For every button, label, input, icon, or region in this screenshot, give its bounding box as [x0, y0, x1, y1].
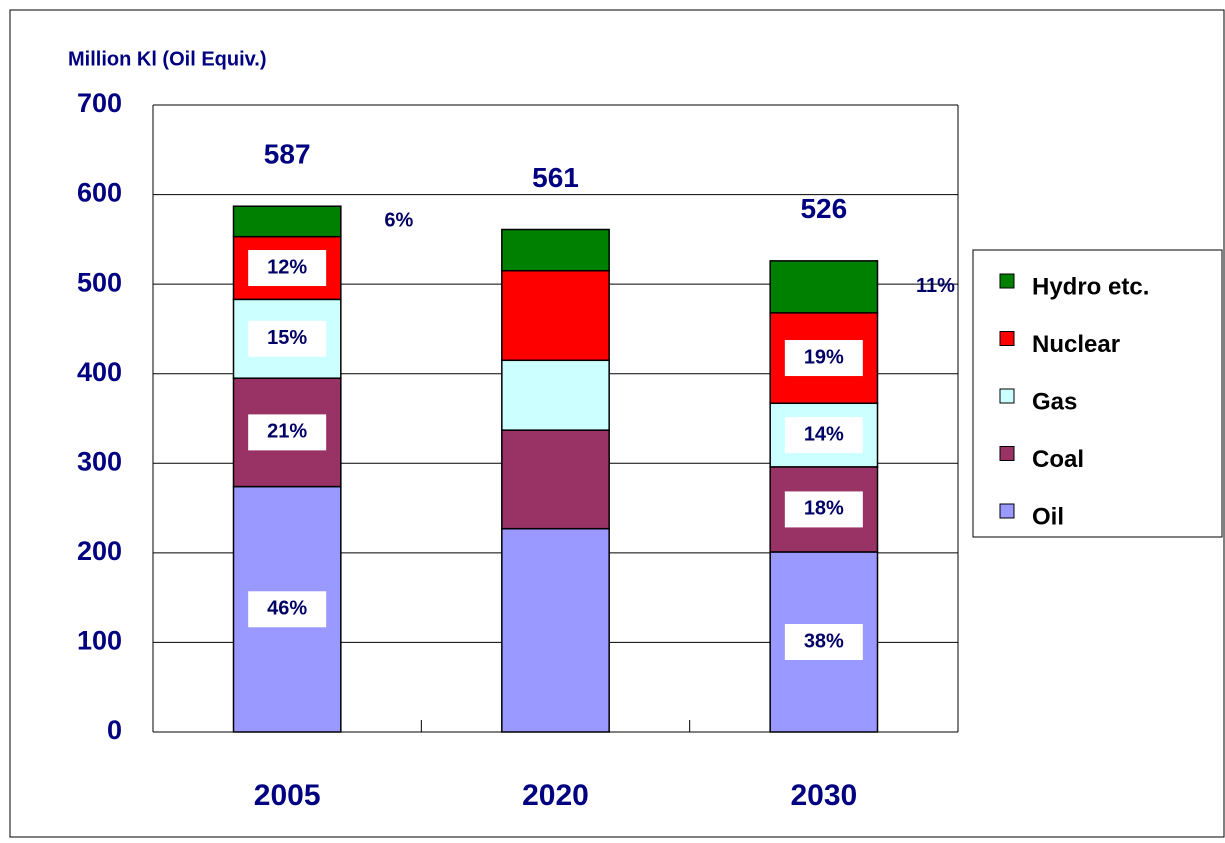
- share-label-box: [784, 417, 863, 454]
- share-label-box: [248, 320, 327, 357]
- y-tick-label: 600: [77, 178, 122, 208]
- y-tick-label: 100: [77, 626, 122, 656]
- share-label: 12%: [267, 256, 307, 278]
- legend-swatch: [999, 331, 1015, 346]
- bar-segment: [501, 269, 610, 362]
- legend-swatch: [999, 388, 1015, 404]
- bar-segment: [769, 260, 879, 314]
- legend-label: Coal: [1032, 446, 1084, 473]
- share-label: 21%: [267, 421, 307, 443]
- share-label: 38%: [804, 630, 844, 652]
- legend-label: Gas: [1032, 388, 1077, 415]
- bar-segment: [501, 228, 610, 272]
- total-label: 526: [800, 193, 847, 224]
- share-label: 14%: [804, 423, 844, 445]
- y-tick-label: 300: [77, 446, 122, 476]
- share-label: 11%: [916, 275, 955, 297]
- legend-swatch: [999, 273, 1015, 289]
- bar-segment: [232, 205, 342, 238]
- y-tick-label: 200: [77, 536, 122, 566]
- share-label: 15%: [267, 327, 307, 349]
- legend-swatch: [999, 503, 1015, 519]
- share-label-box: [784, 491, 863, 528]
- share-label: 6%: [384, 210, 413, 232]
- x-tick-label: 2030: [790, 779, 857, 812]
- share-label: 19%: [804, 346, 844, 368]
- legend-swatch: [999, 446, 1015, 461]
- share-label-box: [248, 414, 327, 451]
- x-tick-label: 2020: [522, 779, 589, 812]
- share-label-box: [248, 250, 327, 287]
- bar-segment: [501, 527, 610, 733]
- total-label: 587: [264, 139, 311, 170]
- y-tick-label: 0: [107, 715, 122, 745]
- total-label: 561: [532, 162, 579, 193]
- legend-label: Oil: [1032, 503, 1064, 530]
- share-label-box: [784, 623, 863, 660]
- share-label: 46%: [267, 598, 307, 620]
- chart-title: Million Kl (Oil Equiv.): [68, 48, 267, 70]
- legend-label: Nuclear: [1032, 331, 1120, 358]
- legend-label: Hydro etc.: [1032, 273, 1149, 300]
- bar-segment: [501, 359, 610, 431]
- bar-segment: [501, 429, 610, 530]
- share-label: 18%: [804, 498, 844, 520]
- y-tick-label: 400: [77, 357, 122, 387]
- y-tick-label: 700: [77, 88, 122, 118]
- share-label-box: [248, 591, 327, 628]
- y-tick-label: 500: [77, 267, 122, 297]
- share-label-box: [784, 340, 863, 377]
- x-tick-label: 2005: [254, 779, 321, 812]
